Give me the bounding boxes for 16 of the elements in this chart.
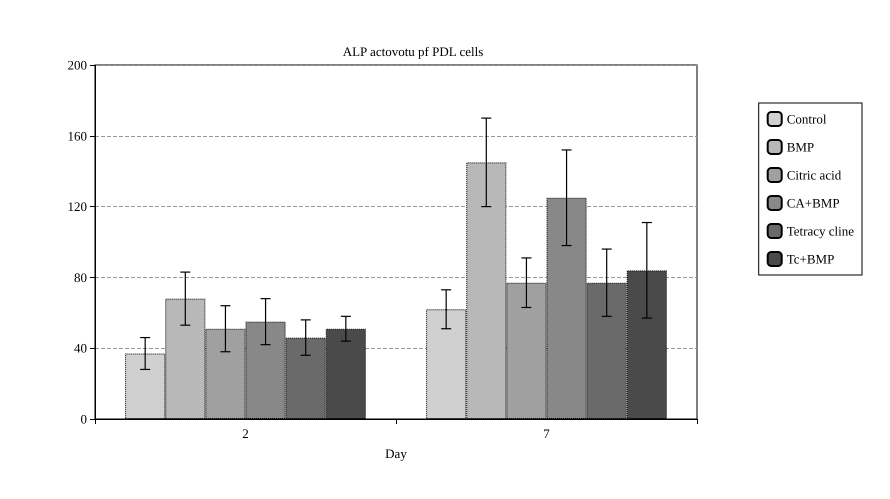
legend-label: CA+BMP <box>786 196 840 210</box>
y-tick-label: 80 <box>74 270 87 285</box>
legend-label: Tetracy cline <box>786 224 854 238</box>
x-axis-title: Day <box>385 446 408 461</box>
legend-label: Tc+BMP <box>786 252 834 266</box>
y-tick-label: 0 <box>80 412 87 426</box>
legend-label: BMP <box>786 140 814 154</box>
y-tick-label: 200 <box>68 58 87 72</box>
x-tick-label: 2 <box>242 426 249 441</box>
y-tick-label: 40 <box>74 340 87 356</box>
x-tick-label: 7 <box>543 426 550 441</box>
legend-label: Control <box>786 112 827 126</box>
legend-label: Citric acid <box>786 168 842 182</box>
chart-title: ALP actovotu pf PDL cells <box>342 44 484 59</box>
y-tick-label: 120 <box>68 199 87 214</box>
y-tick-label: 160 <box>68 128 87 144</box>
